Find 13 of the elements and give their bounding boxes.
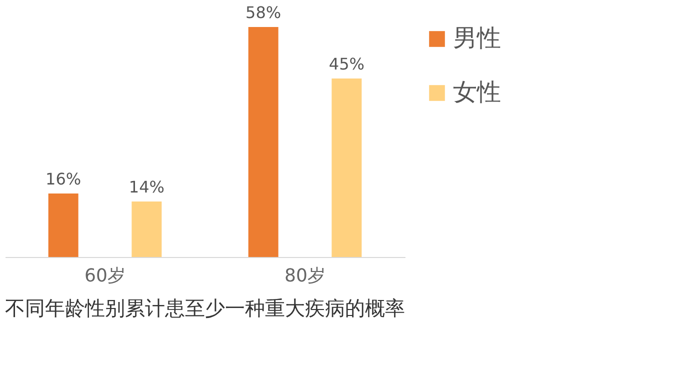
- data-label: 16%: [46, 170, 82, 189]
- data-label: 45%: [328, 54, 364, 74]
- legend-label: 女性: [453, 78, 501, 106]
- x-tick-label: 60岁: [84, 266, 126, 286]
- x-tick-label: 80岁: [284, 266, 326, 286]
- data-label: 14%: [128, 177, 164, 196]
- bar: [132, 201, 162, 257]
- bar: [248, 27, 278, 257]
- legend-label: 男性: [453, 24, 501, 52]
- bar: [48, 194, 78, 257]
- data-label: 58%: [246, 3, 282, 22]
- bar: [332, 78, 362, 257]
- text: 不同年龄性别累计患至少一种重大疾病的概率: [5, 296, 405, 320]
